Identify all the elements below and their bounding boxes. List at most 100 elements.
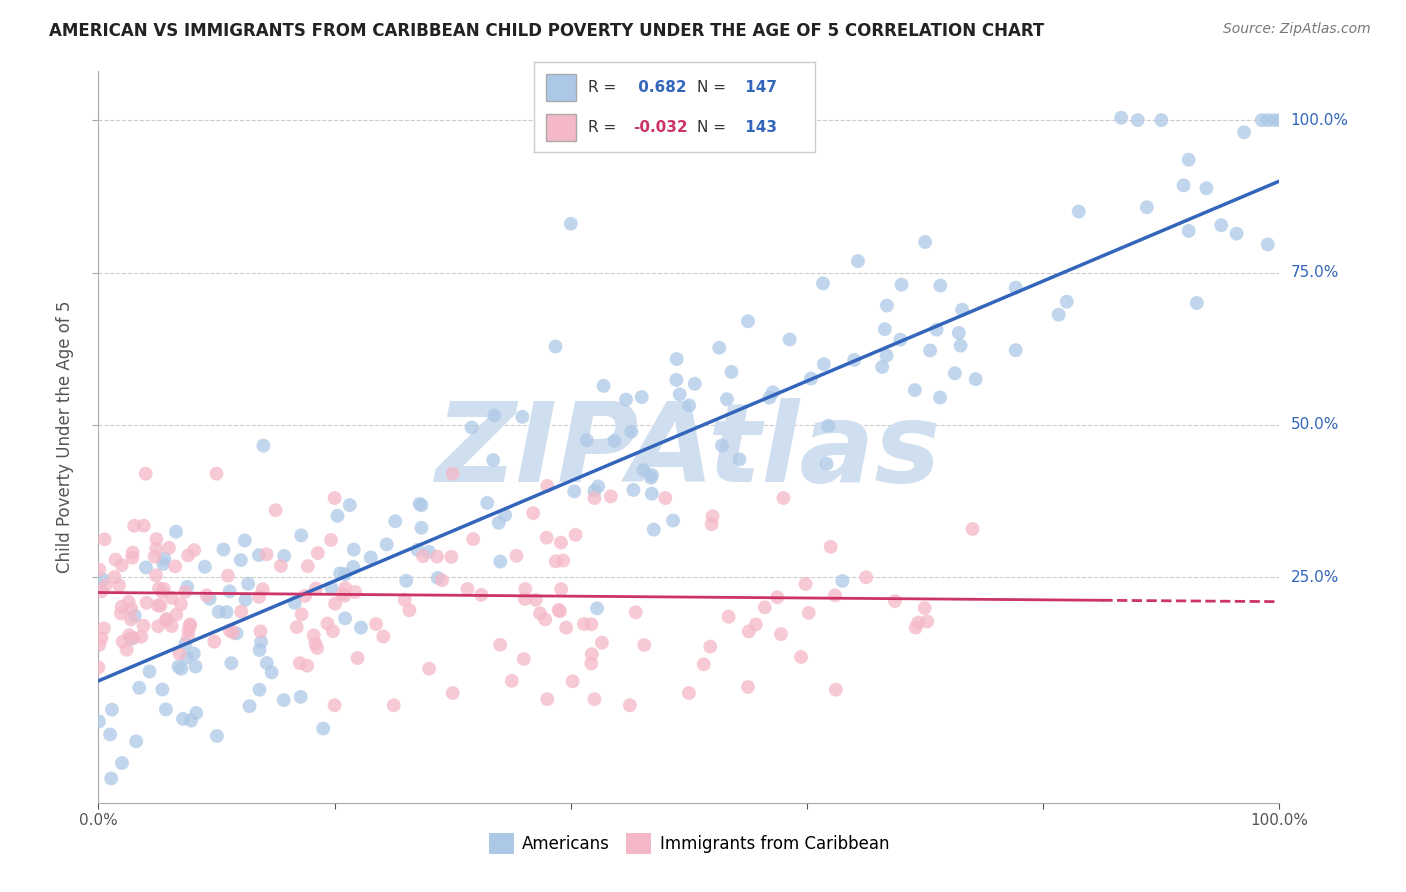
- Point: [332, 587, 354, 601]
- Point: [149, 599, 172, 613]
- Point: [238, 699, 260, 714]
- Point: [183, 647, 205, 661]
- Point: [179, 618, 201, 632]
- Point: [205, 729, 228, 743]
- Point: [641, 486, 664, 500]
- Point: [285, 620, 308, 634]
- Point: [312, 722, 335, 736]
- Point: [184, 659, 207, 673]
- Point: [202, 634, 225, 648]
- Point: [536, 479, 558, 493]
- Point: [120, 613, 142, 627]
- Point: [477, 496, 499, 510]
- Point: [720, 365, 742, 379]
- Text: R =: R =: [588, 80, 616, 95]
- Point: [440, 549, 463, 564]
- Point: [87, 714, 110, 729]
- Y-axis label: Child Poverty Under the Age of 5: Child Poverty Under the Age of 5: [56, 301, 75, 574]
- Point: [441, 686, 464, 700]
- Point: [683, 376, 706, 391]
- Point: [231, 605, 253, 619]
- Point: [167, 659, 190, 673]
- Point: [121, 550, 143, 565]
- Point: [904, 383, 927, 397]
- Point: [212, 542, 235, 557]
- Point: [623, 483, 645, 497]
- Text: 75.0%: 75.0%: [1291, 265, 1339, 280]
- Point: [236, 576, 259, 591]
- Point: [111, 634, 134, 648]
- Point: [1250, 113, 1272, 128]
- Point: [205, 467, 228, 481]
- Point: [152, 585, 174, 599]
- Point: [135, 467, 157, 481]
- Point: [870, 359, 893, 374]
- Point: [1268, 113, 1291, 128]
- Text: 0.682: 0.682: [633, 80, 686, 95]
- Point: [550, 535, 572, 549]
- Point: [148, 619, 170, 633]
- Point: [157, 541, 180, 555]
- Point: [316, 616, 339, 631]
- Point: [218, 584, 240, 599]
- Point: [965, 372, 987, 386]
- Point: [794, 577, 817, 591]
- Point: [470, 588, 492, 602]
- Point: [662, 514, 685, 528]
- Point: [515, 582, 537, 596]
- Point: [463, 532, 485, 546]
- Text: 25.0%: 25.0%: [1291, 570, 1339, 585]
- Point: [120, 632, 142, 646]
- Point: [169, 647, 191, 661]
- Point: [87, 660, 110, 674]
- Point: [307, 546, 329, 560]
- Point: [779, 333, 801, 347]
- Point: [536, 531, 558, 545]
- Point: [145, 532, 167, 546]
- Point: [273, 549, 295, 563]
- Point: [1109, 111, 1132, 125]
- FancyBboxPatch shape: [546, 114, 576, 141]
- Point: [1195, 181, 1218, 195]
- Text: -0.032: -0.032: [633, 120, 688, 135]
- Point: [247, 548, 270, 562]
- Point: [711, 438, 734, 452]
- Point: [758, 391, 780, 405]
- Point: [547, 603, 569, 617]
- Point: [160, 619, 183, 633]
- Point: [122, 631, 145, 645]
- Point: [772, 491, 794, 505]
- Point: [179, 617, 201, 632]
- Point: [333, 567, 356, 582]
- Point: [108, 578, 131, 592]
- Point: [522, 506, 544, 520]
- Point: [198, 591, 221, 606]
- Point: [820, 540, 842, 554]
- Point: [170, 597, 193, 611]
- FancyBboxPatch shape: [546, 74, 576, 101]
- Point: [323, 491, 346, 505]
- Text: 50.0%: 50.0%: [1291, 417, 1339, 433]
- Point: [104, 552, 127, 566]
- Point: [360, 550, 382, 565]
- Point: [592, 379, 614, 393]
- Point: [333, 611, 356, 625]
- Point: [408, 497, 430, 511]
- Point: [103, 570, 125, 584]
- Point: [339, 498, 361, 512]
- Point: [876, 349, 898, 363]
- Point: [322, 624, 344, 639]
- Point: [876, 299, 898, 313]
- Point: [250, 635, 273, 649]
- Point: [153, 551, 176, 566]
- Point: [217, 568, 239, 582]
- Text: N =: N =: [697, 120, 727, 135]
- Point: [335, 581, 357, 595]
- Point: [620, 425, 643, 439]
- Point: [457, 582, 479, 596]
- Point: [264, 503, 287, 517]
- Point: [1067, 204, 1090, 219]
- Point: [145, 568, 167, 582]
- Point: [562, 484, 585, 499]
- Point: [91, 573, 114, 587]
